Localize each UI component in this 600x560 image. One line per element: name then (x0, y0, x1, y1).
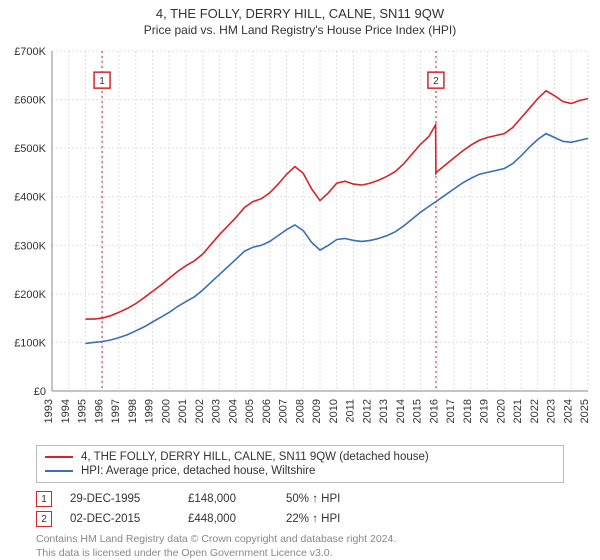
svg-text:2012: 2012 (361, 399, 373, 423)
svg-text:2010: 2010 (328, 399, 340, 423)
svg-text:£500K: £500K (14, 143, 46, 155)
svg-text:2004: 2004 (227, 399, 239, 423)
svg-text:£0: £0 (34, 386, 46, 398)
footer-line-2: This data is licensed under the Open Gov… (36, 547, 564, 560)
svg-text:1: 1 (99, 76, 105, 87)
svg-text:2025: 2025 (579, 399, 591, 423)
svg-text:2017: 2017 (445, 399, 457, 423)
sales-price: £148,000 (188, 493, 268, 505)
svg-text:1999: 1999 (144, 399, 156, 423)
sales-date: 02-DEC-2015 (70, 513, 170, 525)
svg-text:2023: 2023 (546, 399, 558, 423)
sales-marker: 1 (36, 491, 52, 507)
footer-line-1: Contains HM Land Registry data © Crown c… (36, 533, 564, 547)
svg-text:1993: 1993 (43, 399, 55, 423)
svg-text:2008: 2008 (294, 399, 306, 423)
sales-date: 29-DEC-1995 (70, 493, 170, 505)
svg-text:2011: 2011 (345, 399, 357, 423)
footer-attribution: Contains HM Land Registry data © Crown c… (36, 533, 564, 560)
svg-text:2013: 2013 (378, 399, 390, 423)
legend-label: HPI: Average price, detached house, Wilt… (81, 465, 315, 477)
legend-item: HPI: Average price, detached house, Wilt… (45, 464, 555, 478)
svg-text:2014: 2014 (395, 399, 407, 423)
sales-pct: 50% ↑ HPI (286, 493, 386, 505)
svg-text:2002: 2002 (194, 399, 206, 423)
sales-price: £448,000 (188, 513, 268, 525)
svg-text:2: 2 (433, 76, 439, 87)
svg-text:2009: 2009 (311, 399, 323, 423)
svg-text:1998: 1998 (127, 399, 139, 423)
svg-text:2020: 2020 (495, 399, 507, 423)
svg-text:2005: 2005 (244, 399, 256, 423)
legend-swatch (45, 456, 73, 458)
line-chart-svg: £0 £100K £200K £300K £400K £500K £600K £700K 199… (0, 41, 600, 441)
sales-marker: 2 (36, 511, 52, 527)
svg-text:2007: 2007 (278, 399, 290, 423)
svg-text:2019: 2019 (479, 399, 491, 423)
sales-row: 1 29-DEC-1995 £148,000 50% ↑ HPI (36, 489, 564, 509)
svg-text:£600K: £600K (14, 95, 46, 107)
sales-table: 1 29-DEC-1995 £148,000 50% ↑ HPI 2 02-DEC-201… (36, 489, 564, 529)
svg-text:£300K: £300K (14, 240, 46, 252)
svg-text:£200K: £200K (14, 289, 46, 301)
svg-text:2003: 2003 (211, 399, 223, 423)
chart-subtitle: Price paid vs. HM Land Registry's House … (0, 23, 600, 37)
legend-swatch (45, 470, 73, 472)
svg-text:1996: 1996 (93, 399, 105, 423)
svg-text:2021: 2021 (512, 399, 524, 423)
svg-text:£100K: £100K (14, 337, 46, 349)
svg-text:2022: 2022 (529, 399, 541, 423)
chart-plot-area: £0 £100K £200K £300K £400K £500K £600K £700K 199… (0, 41, 600, 441)
svg-text:2000: 2000 (160, 399, 172, 423)
legend-label: 4, THE FOLLY, DERRY HILL, CALNE, SN11 9Q… (81, 451, 429, 463)
svg-text:1994: 1994 (60, 399, 72, 423)
svg-text:£400K: £400K (14, 192, 46, 204)
sales-pct: 22% ↑ HPI (286, 513, 386, 525)
svg-text:2018: 2018 (462, 399, 474, 423)
svg-text:2024: 2024 (562, 399, 574, 423)
legend: 4, THE FOLLY, DERRY HILL, CALNE, SN11 9Q… (36, 445, 564, 483)
svg-text:1995: 1995 (77, 399, 89, 423)
svg-text:2015: 2015 (412, 399, 424, 423)
chart-title: 4, THE FOLLY, DERRY HILL, CALNE, SN11 9Q… (0, 0, 600, 21)
svg-text:2001: 2001 (177, 399, 189, 423)
svg-text:2006: 2006 (261, 399, 273, 423)
chart-container: 4, THE FOLLY, DERRY HILL, CALNE, SN11 9Q… (0, 0, 600, 560)
svg-text:1997: 1997 (110, 399, 122, 423)
svg-text:2016: 2016 (428, 399, 440, 423)
svg-text:£700K: £700K (14, 46, 46, 58)
sales-row: 2 02-DEC-2015 £448,000 22% ↑ HPI (36, 509, 564, 529)
legend-item: 4, THE FOLLY, DERRY HILL, CALNE, SN11 9Q… (45, 450, 555, 464)
